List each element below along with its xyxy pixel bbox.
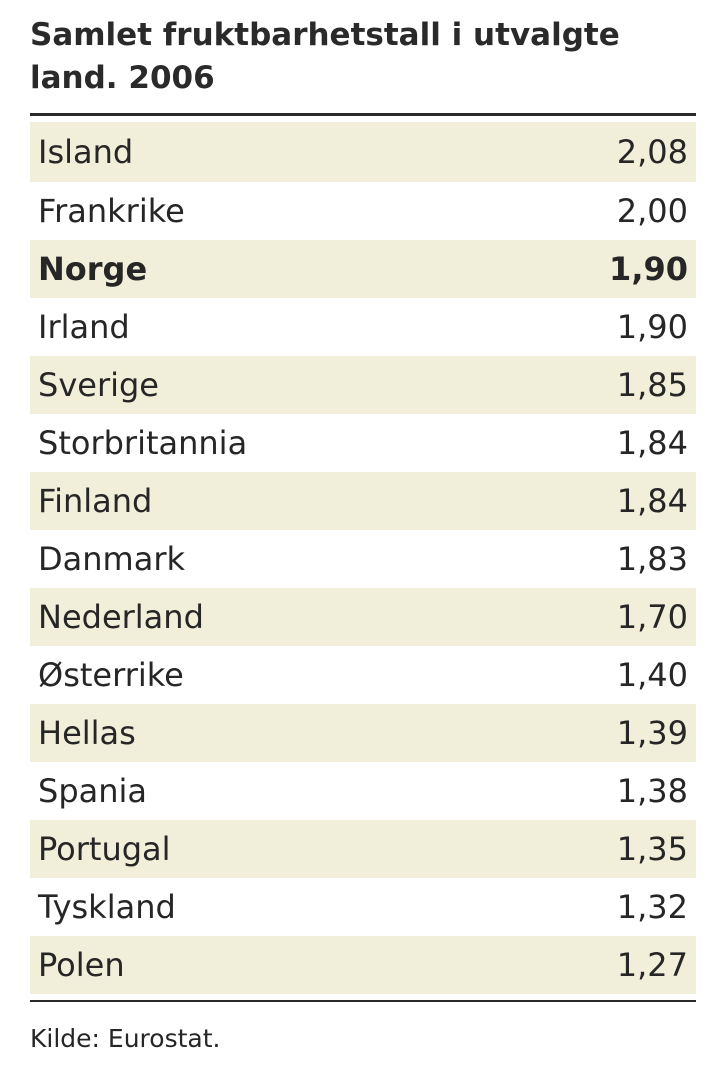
table-row: Sverige 1,85 — [30, 356, 696, 414]
country-name: Spania — [38, 772, 148, 810]
country-name: Island — [38, 133, 134, 171]
table-title: Samlet fruktbarhetstall i utvalgte land.… — [30, 17, 620, 96]
fertility-value: 1,32 — [616, 888, 688, 926]
country-name: Sverige — [38, 366, 159, 404]
country-name: Irland — [38, 308, 130, 346]
fertility-value: 1,38 — [616, 772, 688, 810]
fertility-value: 1,35 — [616, 830, 688, 868]
fertility-value: 1,40 — [616, 656, 688, 694]
table-row: Portugal 1,35 — [30, 820, 696, 878]
fertility-table: Island 2,08 Frankrike 2,00 Norge 1,90 Irland 1,… — [30, 122, 696, 994]
country-name: Nederland — [38, 598, 204, 636]
fertility-value: 1,90 — [609, 250, 688, 288]
country-name: Tyskland — [38, 888, 176, 926]
country-name: Frankrike — [38, 192, 185, 230]
country-name: Hellas — [38, 714, 136, 752]
country-name: Polen — [38, 946, 125, 984]
country-name: Portugal — [38, 830, 171, 868]
fertility-value: 1,84 — [616, 424, 688, 462]
fertility-value: 1,39 — [616, 714, 688, 752]
table-row: Island 2,08 — [30, 122, 696, 182]
top-rule — [30, 113, 696, 116]
fertility-value: 1,27 — [616, 946, 688, 984]
table-row: Irland 1,90 — [30, 298, 696, 356]
table-row: Nederland 1,70 — [30, 588, 696, 646]
country-name: Finland — [38, 482, 153, 520]
fertility-value: 2,08 — [616, 133, 688, 171]
fertility-value: 1,83 — [616, 540, 688, 578]
fertility-value: 1,90 — [616, 308, 688, 346]
country-name: Danmark — [38, 540, 185, 578]
country-name: Norge — [38, 250, 148, 288]
table-row: Hellas 1,39 — [30, 704, 696, 762]
fertility-value: 1,70 — [616, 598, 688, 636]
fertility-value: 2,00 — [616, 192, 688, 230]
fertility-value: 1,84 — [616, 482, 688, 520]
fertility-value: 1,85 — [616, 366, 688, 404]
table-row: Frankrike 2,00 — [30, 182, 696, 240]
table-row: Norge 1,90 — [30, 240, 696, 298]
table-row: Polen 1,27 — [30, 936, 696, 994]
country-name: Østerrike — [38, 656, 184, 694]
table-row: Storbritannia 1,84 — [30, 414, 696, 472]
country-name: Storbritannia — [38, 424, 248, 462]
table-row: Finland 1,84 — [30, 472, 696, 530]
table-row: Østerrike 1,40 — [30, 646, 696, 704]
source-note: Kilde: Eurostat. — [30, 1024, 221, 1053]
table-row: Danmark 1,83 — [30, 530, 696, 588]
table-row: Tyskland 1,32 — [30, 878, 696, 936]
table-row: Spania 1,38 — [30, 762, 696, 820]
bottom-rule — [30, 1000, 696, 1002]
